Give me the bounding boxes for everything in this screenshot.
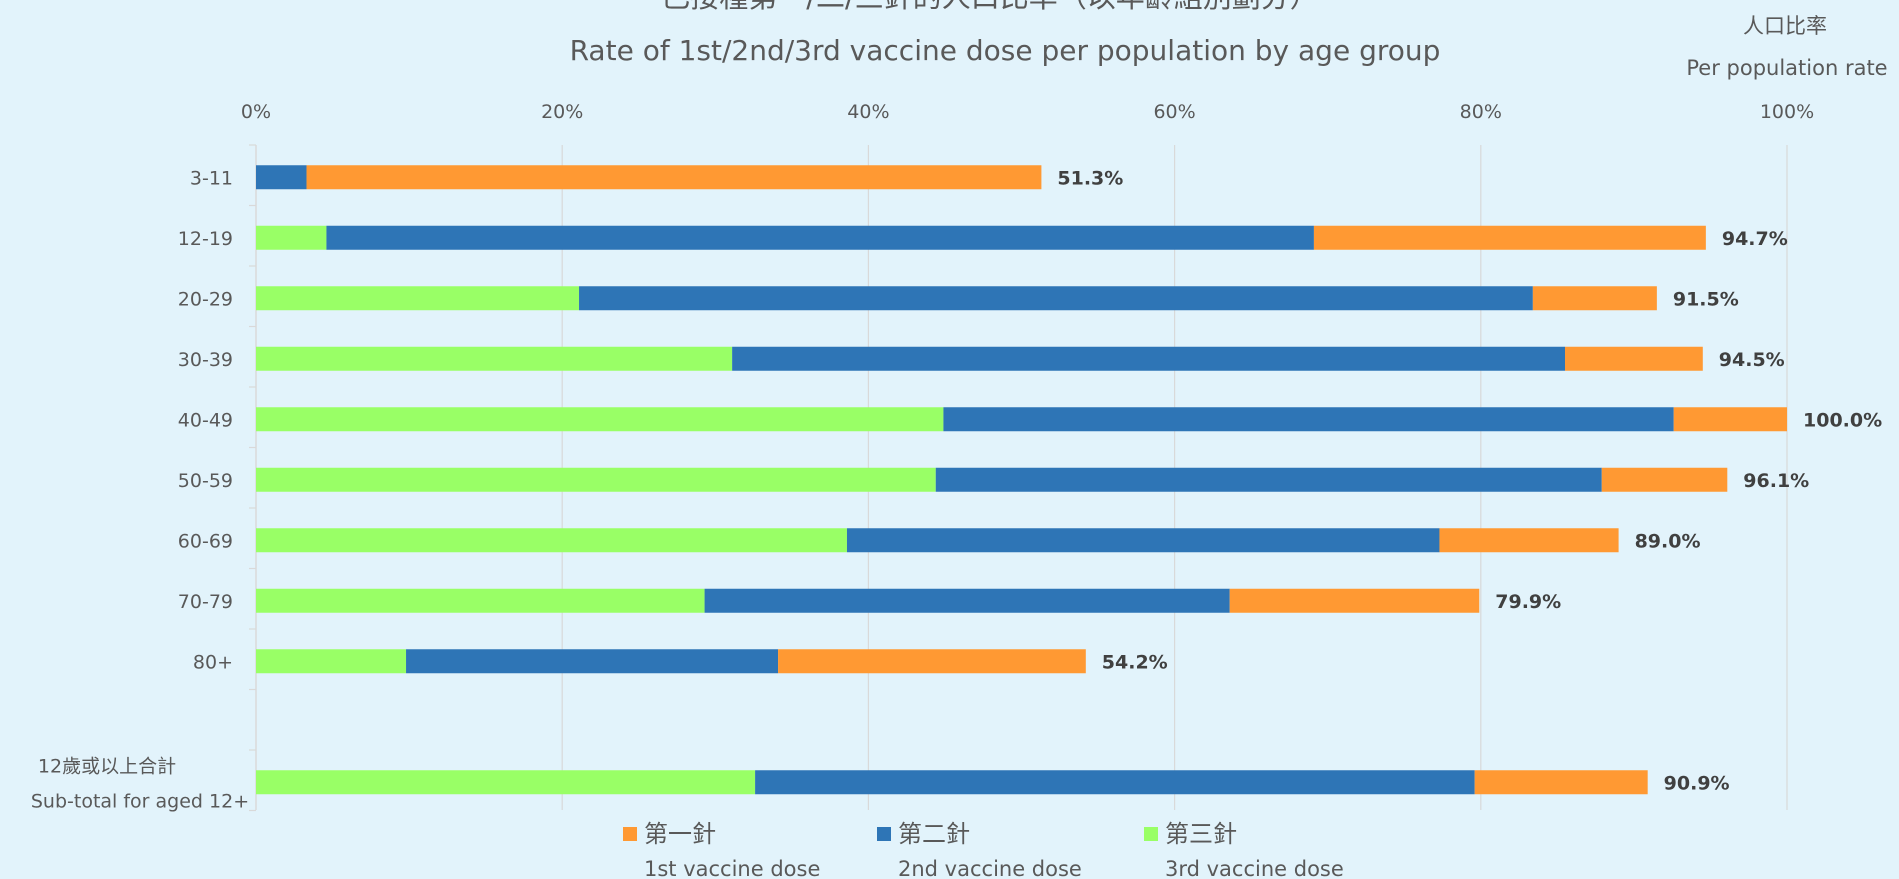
bar-segment [256,346,733,371]
bar-segment [1565,346,1703,371]
total-label: 94.5% [1719,349,1785,371]
bar-segment [846,528,1440,553]
x-tick-label: 100% [1760,101,1814,123]
bar-segment [1439,528,1619,553]
category-label: 3-11 [190,167,233,189]
total-label: 94.7% [1722,228,1788,250]
bar-segment [732,346,1566,371]
bar-segment [406,649,779,674]
category-label: 70-79 [178,591,233,613]
bar-segment [1313,225,1706,250]
category-labels: 3-11 12-19 20-29 30-39 40-49 50-59 60-69 70-79 8… [31,167,249,812]
bar-segment [1601,467,1728,492]
x-tick-label: 60% [1153,101,1195,123]
total-label: 96.1% [1743,470,1809,492]
bar-segment [704,588,1230,613]
bar-segment [256,467,936,492]
bar-segment [256,165,307,190]
x-tick-label: 0% [241,101,271,123]
legend-label-en: 3rd vaccine dose [1165,857,1344,879]
bar-segment [1673,407,1787,432]
bar-segment [1532,286,1657,311]
x-tick-label: 20% [541,101,583,123]
total-label: 90.9% [1664,772,1730,794]
chart-subtitle: Rate of 1st/2nd/3rd vaccine dose per pop… [570,34,1441,67]
bar-segment [943,407,1674,432]
x-axis-ticks: 0% 20% 40% 60% 80% 100% [241,101,1814,123]
legend-label-en: 1st vaccine dose [644,857,820,879]
category-label-zh: 12歲或以上合計 [38,755,176,777]
bars [256,165,1787,795]
bar-segment [306,165,1042,190]
category-label: 80+ [193,651,233,673]
category-label: 30-39 [178,349,233,371]
bar-segment [1229,588,1480,613]
legend-swatch [877,827,891,841]
total-label: 54.2% [1102,651,1168,673]
total-label: 79.9% [1495,591,1561,613]
x-tick-label: 40% [847,101,889,123]
total-label: 100.0% [1803,409,1882,431]
category-label: 40-49 [178,409,233,431]
bar-segment [256,649,407,674]
category-label: 50-59 [178,470,233,492]
total-label: 89.0% [1635,530,1701,552]
axis-label-zh: 人口比率 [1743,14,1827,38]
bar-segment [256,407,944,432]
axis-label-en: Per population rate [1686,56,1887,80]
legend-swatch [1144,827,1158,841]
total-label: 91.5% [1673,288,1739,310]
bar-segment [579,286,1533,311]
legend-label-zh: 第三針 [1165,820,1237,848]
bar-segment [778,649,1086,674]
bar-segment [256,588,705,613]
bar-segment [256,770,756,795]
total-labels: 51.3% 94.7% 91.5% 94.5% 100.0% 96.1% 89.0% 79.9… [1057,167,1882,794]
x-tick-label: 80% [1460,101,1502,123]
bar-segment [755,770,1475,795]
bar-segment [326,225,1314,250]
bar-segment [256,528,847,553]
bar-segment [1474,770,1648,795]
category-label: 60-69 [178,530,233,552]
legend: 第一針 1st vaccine dose 第二針 2nd vaccine dose 第三… [623,820,1344,879]
category-label: 20-29 [178,288,233,310]
category-label-en: Sub-total for aged 12+ [31,790,249,812]
bar-segment [935,467,1602,492]
chart-title: 已接種第一/二/三針的人口比率（以年齡組別劃分） [661,0,1319,14]
legend-swatch [623,827,637,841]
legend-label-zh: 第一針 [644,820,716,848]
legend-label-zh: 第二針 [898,820,970,848]
bar-segment [256,286,580,311]
bar-segment [256,225,327,250]
total-label: 51.3% [1057,167,1123,189]
category-label: 12-19 [178,228,233,250]
legend-label-en: 2nd vaccine dose [898,857,1082,879]
